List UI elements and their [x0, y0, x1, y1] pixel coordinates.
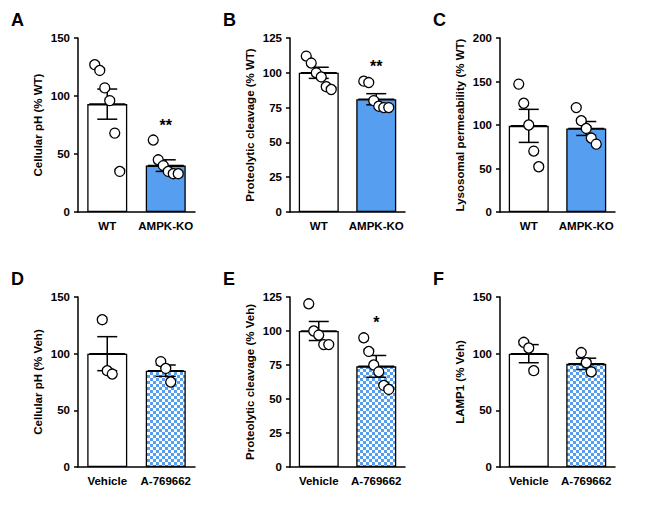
svg-text:125: 125: [263, 291, 283, 303]
svg-text:AMPK-KO: AMPK-KO: [559, 220, 614, 232]
svg-text:100: 100: [473, 348, 492, 360]
svg-text:50: 50: [57, 404, 70, 416]
svg-text:Cellular pH (% Veh): Cellular pH (% Veh): [32, 329, 44, 435]
svg-text:0: 0: [64, 206, 70, 218]
svg-text:Vehicle: Vehicle: [509, 475, 549, 487]
svg-text:LAMP1 (% Veh): LAMP1 (% Veh): [454, 340, 466, 424]
svg-text:**: **: [370, 58, 383, 75]
svg-text:0: 0: [276, 206, 282, 218]
svg-text:A: A: [11, 10, 24, 30]
svg-text:F: F: [433, 269, 444, 289]
svg-text:AMPK-KO: AMPK-KO: [349, 220, 404, 232]
svg-text:AMPK-KO: AMPK-KO: [138, 220, 193, 232]
svg-text:100: 100: [51, 348, 70, 360]
svg-text:75: 75: [269, 102, 282, 114]
svg-text:B: B: [223, 10, 236, 30]
svg-text:Proteolytic cleavage (% WT): Proteolytic cleavage (% WT): [244, 48, 256, 202]
svg-text:100: 100: [473, 119, 492, 131]
svg-text:*: *: [373, 314, 380, 331]
svg-text:50: 50: [479, 404, 492, 416]
svg-text:125: 125: [263, 32, 283, 44]
svg-text:WT: WT: [520, 220, 538, 232]
svg-text:Vehicle: Vehicle: [299, 475, 339, 487]
svg-text:25: 25: [269, 171, 282, 183]
svg-text:50: 50: [479, 163, 492, 175]
svg-text:75: 75: [269, 359, 282, 371]
svg-text:50: 50: [269, 136, 282, 148]
svg-text:150: 150: [51, 32, 70, 44]
svg-text:150: 150: [51, 291, 70, 303]
svg-text:A-769662: A-769662: [351, 475, 402, 487]
svg-text:D: D: [11, 269, 24, 289]
svg-text:WT: WT: [98, 220, 116, 232]
svg-text:0: 0: [64, 461, 70, 473]
svg-text:50: 50: [269, 393, 282, 405]
svg-text:Proteolytic cleavage (% Veh): Proteolytic cleavage (% Veh): [244, 304, 256, 460]
svg-text:Cellular pH (% WT): Cellular pH (% WT): [32, 73, 44, 176]
svg-text:25: 25: [269, 427, 282, 439]
svg-text:C: C: [433, 10, 446, 30]
svg-text:A-769662: A-769662: [561, 475, 612, 487]
svg-text:**: **: [160, 117, 173, 134]
svg-text:A-769662: A-769662: [140, 475, 191, 487]
svg-text:0: 0: [486, 461, 492, 473]
svg-text:E: E: [223, 269, 235, 289]
svg-text:Lysosomal permeability (% WT): Lysosomal permeability (% WT): [454, 38, 466, 211]
svg-text:50: 50: [57, 148, 70, 160]
svg-text:0: 0: [486, 206, 492, 218]
svg-text:Vehicle: Vehicle: [87, 475, 127, 487]
svg-text:100: 100: [263, 67, 282, 79]
svg-text:0: 0: [276, 461, 282, 473]
svg-text:WT: WT: [310, 220, 328, 232]
svg-text:150: 150: [473, 76, 492, 88]
svg-text:200: 200: [473, 32, 492, 44]
svg-text:100: 100: [263, 325, 282, 337]
svg-text:150: 150: [473, 291, 492, 303]
svg-text:100: 100: [51, 90, 70, 102]
